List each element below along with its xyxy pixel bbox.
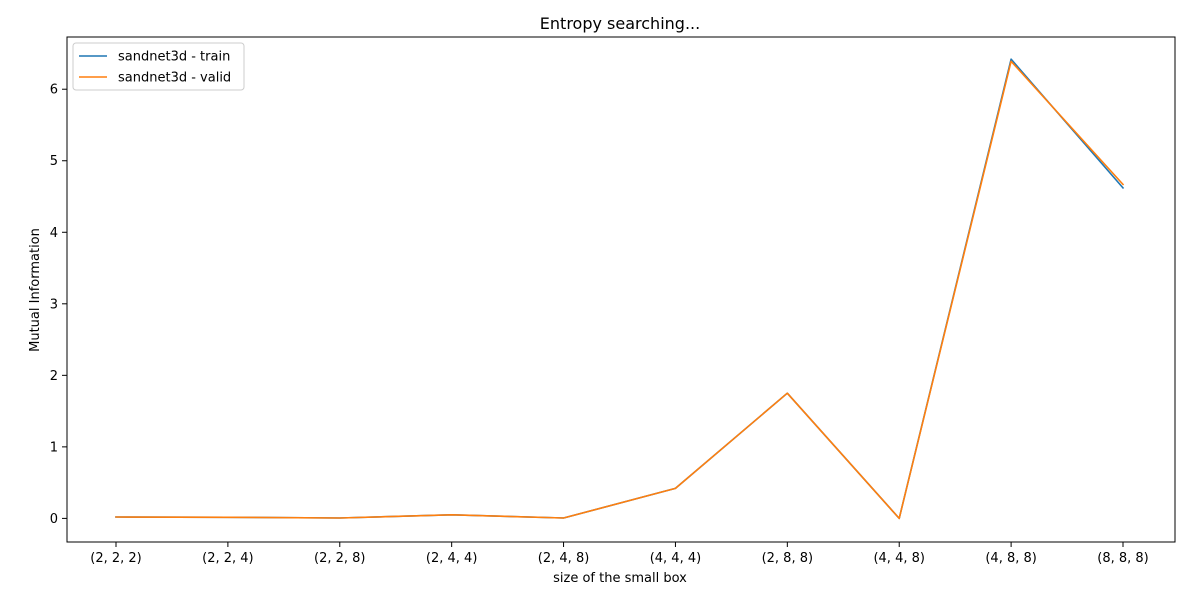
legend: sandnet3d - train sandnet3d - valid [72,42,245,91]
legend-entry: sandnet3d - train [118,50,230,65]
y-tick-label: 5 [50,154,58,169]
chart-title: Entropy searching... [540,14,700,33]
series-line-valid [115,60,1125,520]
y-tick-label: 4 [50,226,58,241]
y-tick-label: 0 [50,512,58,527]
x-tick-label: (2, 4, 8) [538,551,590,566]
x-tick-label: (4, 4, 8) [873,551,925,566]
plot-frame [66,36,1176,543]
y-axis-label: Mutual Information [28,228,43,352]
x-tick-label: (2, 2, 8) [314,551,366,566]
y-tick-label: 6 [50,83,58,98]
x-tick-label: (4, 8, 8) [985,551,1037,566]
x-tick-label: (4, 4, 4) [650,551,702,566]
legend-entry: sandnet3d - valid [118,71,231,86]
y-tick-label: 2 [50,369,58,384]
y-tick-label: 3 [50,297,58,312]
x-tick-label: (2, 2, 4) [202,551,254,566]
x-tick-label: (8, 8, 8) [1097,551,1149,566]
y-tick-label: 1 [50,440,58,455]
x-tick-label: (2, 4, 4) [426,551,478,566]
x-tick-label: (2, 2, 2) [90,551,142,566]
x-axis: (2, 2, 2) (2, 2, 4) (2, 2, 8) (2, 4, 4) (2, … [90,542,1149,566]
plot-area [115,58,1125,520]
y-axis: 0 1 2 3 4 5 6 [50,83,67,527]
x-axis-label: size of the small box [553,571,687,586]
legend-box [72,42,245,91]
x-tick-label: (2, 8, 8) [762,551,814,566]
